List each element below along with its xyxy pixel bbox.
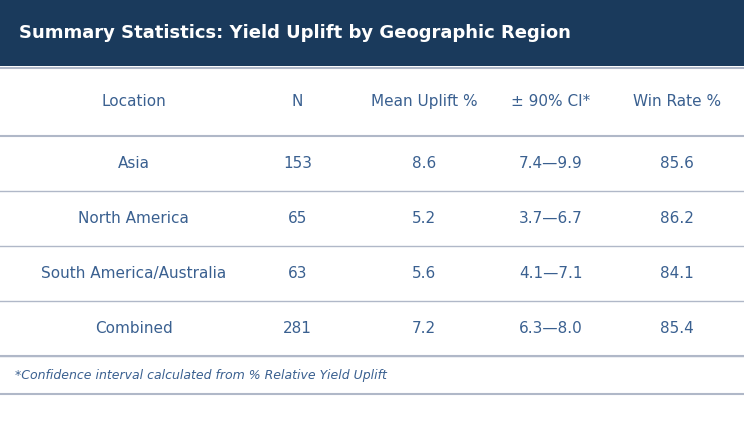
Text: Combined: Combined bbox=[95, 321, 173, 336]
Text: 5.6: 5.6 bbox=[412, 266, 436, 281]
FancyBboxPatch shape bbox=[0, 0, 744, 66]
Text: 85.4: 85.4 bbox=[660, 321, 694, 336]
Text: South America/Australia: South America/Australia bbox=[42, 266, 226, 281]
Text: Summary Statistics: Yield Uplift by Geographic Region: Summary Statistics: Yield Uplift by Geog… bbox=[19, 24, 571, 42]
Text: 5.2: 5.2 bbox=[412, 211, 436, 226]
Text: 63: 63 bbox=[288, 266, 307, 281]
Text: ± 90% CI*: ± 90% CI* bbox=[511, 94, 590, 109]
Text: North America: North America bbox=[78, 211, 190, 226]
Text: Win Rate %: Win Rate % bbox=[633, 94, 721, 109]
Text: Location: Location bbox=[101, 94, 167, 109]
Text: 4.1—7.1: 4.1—7.1 bbox=[519, 266, 583, 281]
Text: Asia: Asia bbox=[118, 156, 150, 171]
Text: 65: 65 bbox=[288, 211, 307, 226]
Text: 85.6: 85.6 bbox=[660, 156, 694, 171]
Text: 281: 281 bbox=[283, 321, 312, 336]
Text: N: N bbox=[292, 94, 304, 109]
Text: 6.3—8.0: 6.3—8.0 bbox=[519, 321, 583, 336]
Text: 3.7—6.7: 3.7—6.7 bbox=[519, 211, 583, 226]
Text: 7.4—9.9: 7.4—9.9 bbox=[519, 156, 583, 171]
Text: 86.2: 86.2 bbox=[660, 211, 694, 226]
Text: 84.1: 84.1 bbox=[660, 266, 694, 281]
Text: 8.6: 8.6 bbox=[412, 156, 436, 171]
Text: 7.2: 7.2 bbox=[412, 321, 436, 336]
Text: *Confidence interval calculated from % Relative Yield Uplift: *Confidence interval calculated from % R… bbox=[15, 369, 387, 382]
Text: 153: 153 bbox=[283, 156, 312, 171]
Text: Mean Uplift %: Mean Uplift % bbox=[371, 94, 478, 109]
